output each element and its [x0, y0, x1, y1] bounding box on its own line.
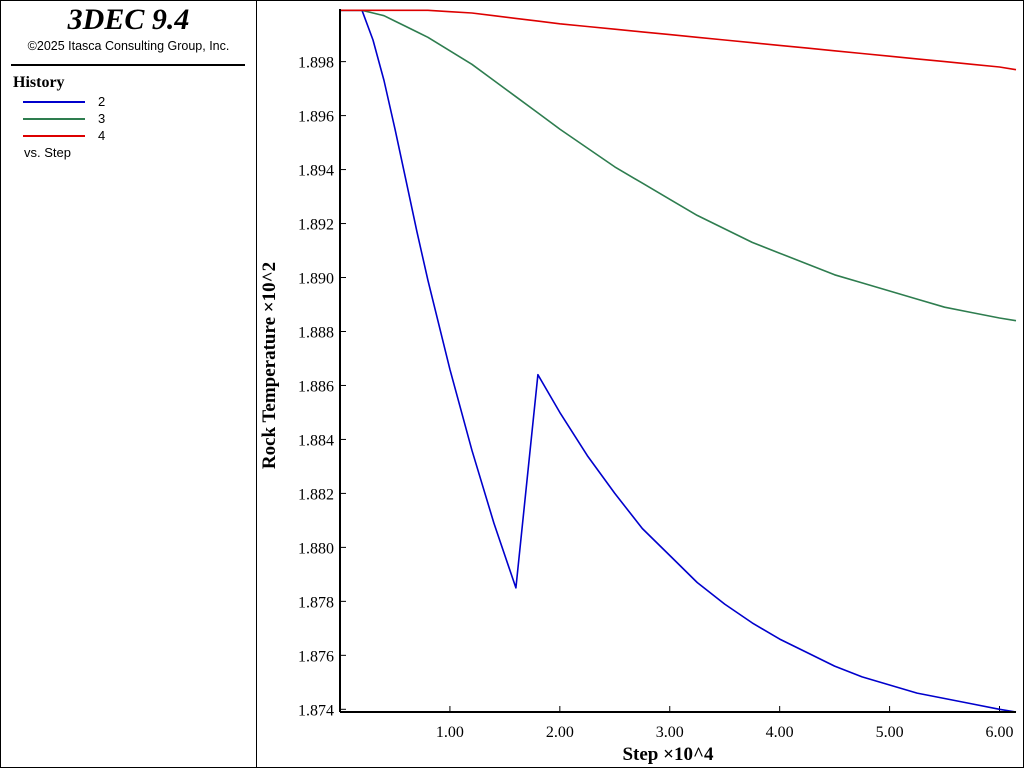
series-line-2 [340, 9, 1017, 713]
app-title: 3DEC 9.4 [67, 3, 190, 36]
legend-swatch [23, 101, 85, 103]
y-tick-label: 1.878 [298, 594, 334, 611]
y-tick-label: 1.888 [298, 324, 334, 341]
y-tick-label: 1.886 [298, 378, 334, 395]
legend-title: History [13, 74, 65, 91]
title-divider [11, 64, 245, 66]
legend-label: 2 [98, 94, 106, 109]
legend-swatch [23, 118, 85, 120]
y-tick-label: 1.876 [298, 648, 334, 665]
y-tick-label: 1.896 [298, 109, 334, 126]
legend-vs-label: vs. Step [24, 145, 71, 160]
x-tick-label: 5.00 [876, 724, 904, 741]
legend-label: 3 [98, 111, 106, 126]
x-tick-label: 2.00 [546, 724, 574, 741]
x-tick-label: 1.00 [436, 724, 464, 741]
legend-panel: 3DEC 9.4 ©2025 Itasca Consulting Group, … [1, 1, 257, 767]
copyright-text: ©2025 Itasca Consulting Group, Inc. [27, 39, 230, 53]
x-tick-label: 6.00 [986, 724, 1014, 741]
series-group [340, 9, 1017, 713]
y-tick-label: 1.880 [298, 540, 334, 557]
series-line-3 [340, 9, 1017, 322]
legend-label: 4 [98, 128, 106, 143]
y-tick-label: 1.890 [298, 271, 334, 288]
legend-swatch [23, 135, 85, 137]
y-tick-label: 1.884 [298, 432, 334, 449]
y-tick-label: 1.894 [298, 163, 334, 180]
x-tick-label: 4.00 [766, 724, 794, 741]
y-tick-label: 1.874 [298, 702, 334, 719]
y-ticks: 1.874 1.876 1.878 1.880 1.882 1.884 1.886 1.888… [298, 55, 346, 719]
x-axis-title: Step ×10^4 [622, 744, 714, 765]
y-tick-label: 1.892 [298, 217, 334, 234]
x-tick-label: 3.00 [656, 724, 684, 741]
y-tick-label: 1.882 [298, 486, 334, 503]
x-ticks: 1.00 2.00 3.00 4.00 5.00 6.00 [436, 706, 1014, 741]
y-axis-title: Rock Temperature ×10^2 [259, 262, 280, 469]
y-tick-label: 1.898 [298, 55, 334, 72]
series-line-4 [340, 9, 1017, 71]
